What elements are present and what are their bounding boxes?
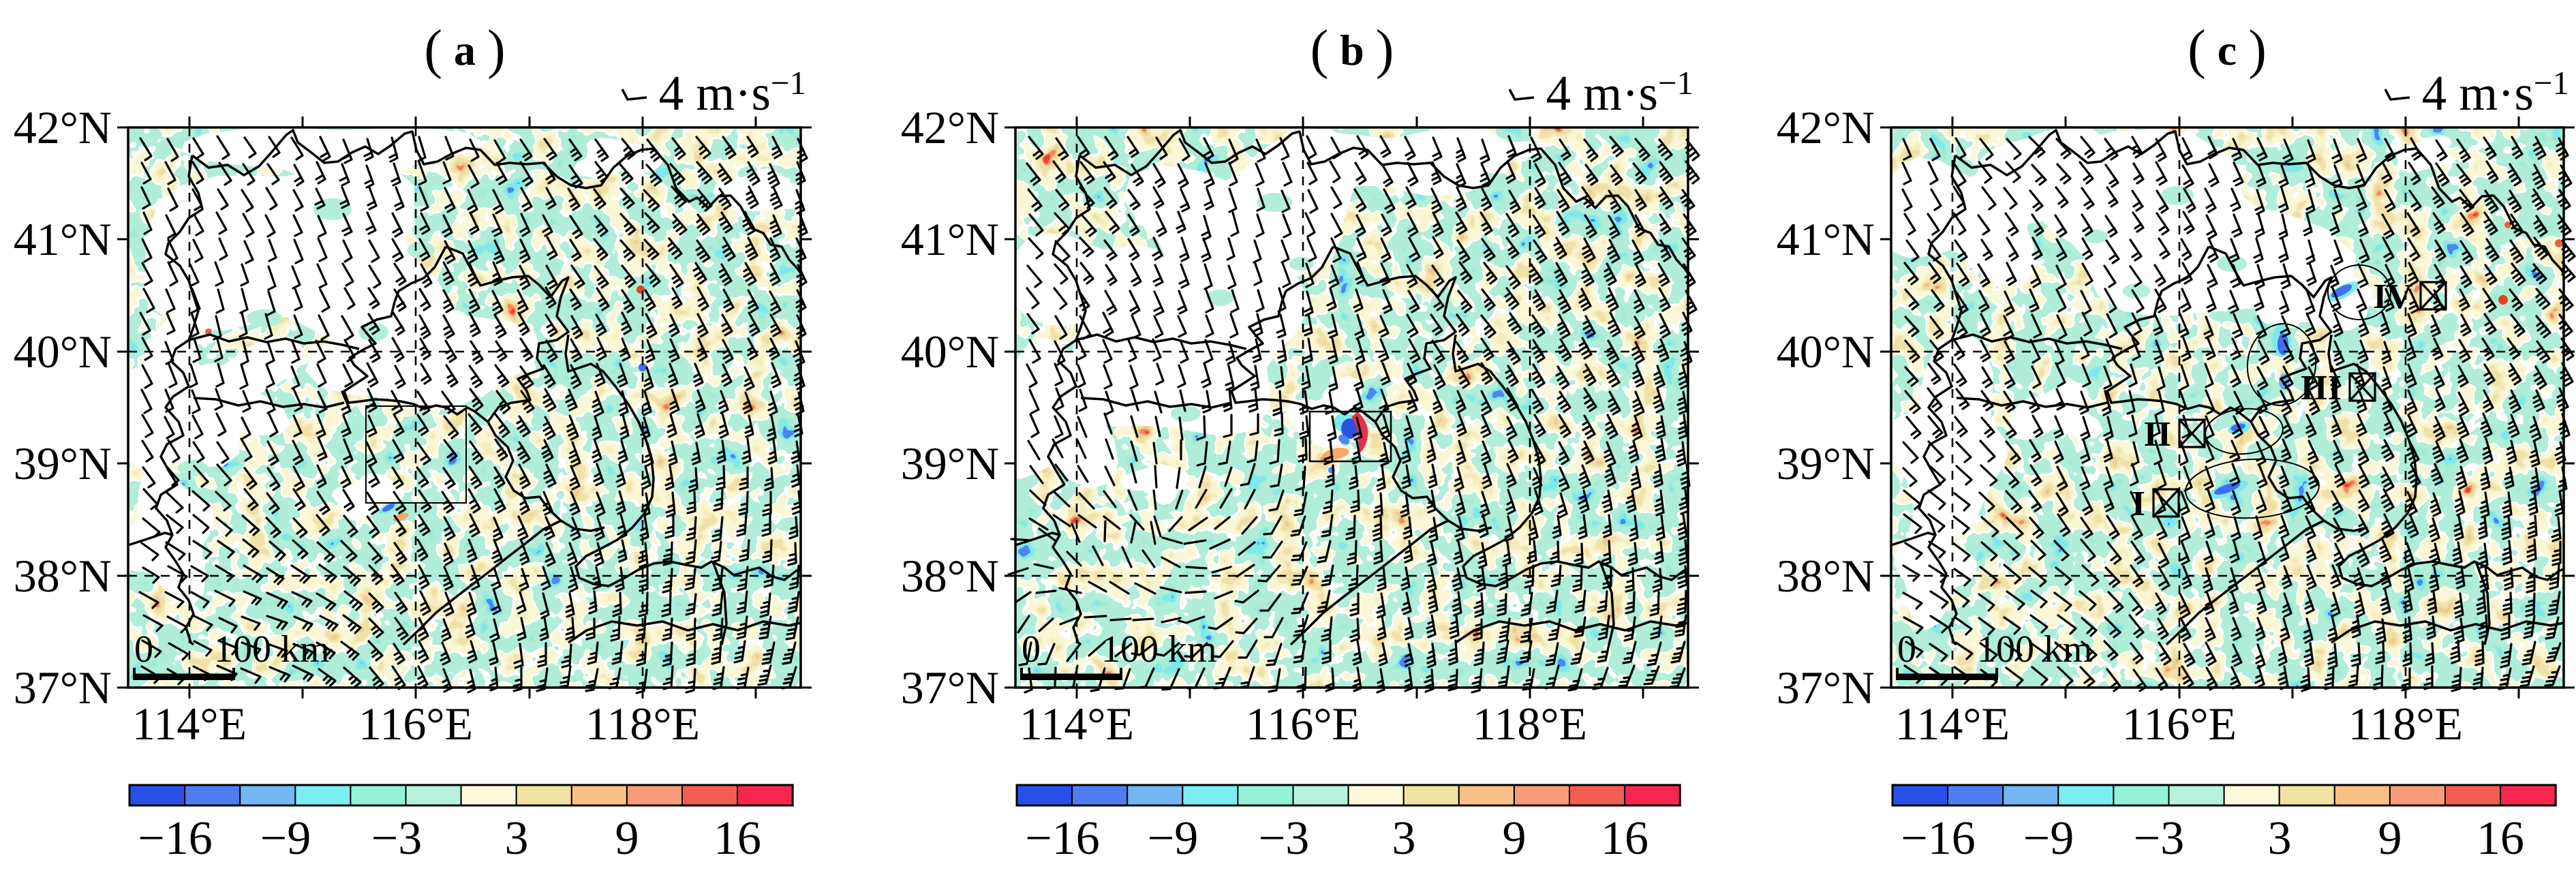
- svg-text:116°E: 116°E: [2122, 698, 2237, 750]
- svg-text:40°N: 40°N: [14, 326, 112, 378]
- svg-text:42°N: 42°N: [14, 102, 112, 153]
- svg-text:16: 16: [2477, 812, 2524, 865]
- svg-text:II: II: [2144, 415, 2171, 454]
- svg-text:−3: −3: [2134, 812, 2184, 865]
- svg-text:−9: −9: [1148, 812, 1198, 865]
- svg-text:−16: −16: [138, 812, 212, 865]
- svg-text:41°N: 41°N: [1777, 213, 1875, 265]
- svg-text:39°N: 39°N: [1777, 437, 1875, 489]
- svg-text:3: 3: [505, 812, 529, 865]
- svg-text:−16: −16: [1025, 812, 1099, 865]
- svg-text:3: 3: [1392, 812, 1416, 865]
- svg-text:−9: −9: [260, 812, 311, 865]
- svg-text:(c): (c): [2188, 20, 2267, 80]
- svg-text:−3: −3: [1259, 812, 1309, 865]
- svg-text:114°E: 114°E: [132, 698, 247, 750]
- svg-text:0: 0: [134, 628, 153, 671]
- svg-text:41°N: 41°N: [901, 213, 999, 265]
- svg-text:I: I: [2132, 485, 2145, 523]
- svg-text:38°N: 38°N: [14, 550, 112, 602]
- svg-text:37°N: 37°N: [901, 662, 999, 713]
- svg-text:116°E: 116°E: [358, 698, 473, 750]
- svg-text:0: 0: [1897, 628, 1916, 671]
- svg-text:−16: −16: [1901, 812, 1975, 865]
- svg-text:39°N: 39°N: [14, 437, 112, 489]
- svg-text:118°E: 118°E: [2348, 698, 2463, 750]
- svg-text:118°E: 118°E: [585, 698, 700, 750]
- svg-text:114°E: 114°E: [1019, 698, 1134, 750]
- svg-text:III: III: [2300, 369, 2342, 407]
- svg-text:(b): (b): [1310, 20, 1394, 80]
- svg-text:42°N: 42°N: [1777, 102, 1875, 153]
- svg-text:118°E: 118°E: [1473, 698, 1587, 750]
- svg-text:40°N: 40°N: [1777, 326, 1875, 378]
- svg-text:(a): (a): [424, 20, 505, 80]
- svg-text:42°N: 42°N: [901, 102, 999, 153]
- svg-text:16: 16: [714, 812, 761, 865]
- svg-text:37°N: 37°N: [1777, 662, 1875, 713]
- svg-text:−9: −9: [2023, 812, 2074, 865]
- svg-text:0: 0: [1022, 628, 1041, 671]
- svg-text:−3: −3: [371, 812, 422, 865]
- svg-text:116°E: 116°E: [1246, 698, 1360, 750]
- svg-text:38°N: 38°N: [901, 550, 999, 602]
- svg-text:114°E: 114°E: [1895, 698, 2010, 750]
- svg-text:40°N: 40°N: [901, 326, 999, 378]
- svg-text:9: 9: [2378, 812, 2402, 865]
- svg-text:37°N: 37°N: [14, 662, 112, 713]
- svg-text:38°N: 38°N: [1777, 550, 1875, 602]
- svg-text:100 km: 100 km: [1101, 628, 1217, 671]
- svg-text:16: 16: [1601, 812, 1649, 865]
- svg-text:9: 9: [1503, 812, 1527, 865]
- svg-text:100 km: 100 km: [1977, 628, 2093, 671]
- svg-text:3: 3: [2268, 812, 2292, 865]
- svg-text:9: 9: [615, 812, 639, 865]
- svg-text:IV: IV: [2373, 277, 2412, 316]
- svg-text:39°N: 39°N: [901, 437, 999, 489]
- svg-text:41°N: 41°N: [14, 213, 112, 265]
- svg-text:100 km: 100 km: [214, 628, 330, 671]
